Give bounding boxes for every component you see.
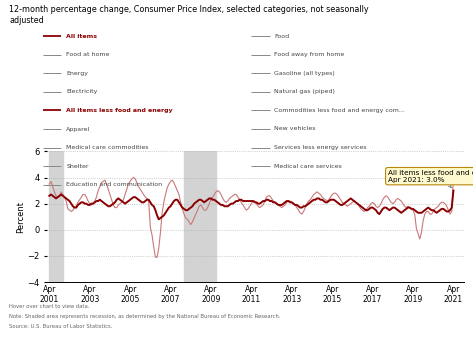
Text: Services less energy services: Services less energy services xyxy=(274,145,367,150)
Text: Food: Food xyxy=(274,34,289,39)
Text: Medical care commodities: Medical care commodities xyxy=(66,145,149,150)
Text: Hover over chart to view data.: Hover over chart to view data. xyxy=(9,304,90,310)
Text: Education and communication: Education and communication xyxy=(66,182,162,187)
Text: Note: Shaded area represents recession, as determined by the National Bureau of : Note: Shaded area represents recession, … xyxy=(9,314,281,319)
Text: New vehicles: New vehicles xyxy=(274,127,316,131)
Text: Source: U.S. Bureau of Labor Statistics.: Source: U.S. Bureau of Labor Statistics. xyxy=(9,324,113,329)
Text: Natural gas (piped): Natural gas (piped) xyxy=(274,89,335,94)
Bar xyxy=(49,151,63,282)
Text: Food away from home: Food away from home xyxy=(274,52,345,57)
Text: Medical care services: Medical care services xyxy=(274,164,342,169)
Text: All items: All items xyxy=(66,34,97,39)
Text: Commodities less food and energy com...: Commodities less food and energy com... xyxy=(274,108,405,113)
Text: 12-month percentage change, Consumer Price Index, selected categories, not seaso: 12-month percentage change, Consumer Pri… xyxy=(9,5,369,24)
Y-axis label: Percent: Percent xyxy=(16,201,25,233)
Text: Food at home: Food at home xyxy=(66,52,110,57)
Bar xyxy=(184,151,216,282)
Text: All items less food and energy: All items less food and energy xyxy=(66,108,173,113)
Text: All items less food and energy
Apr 2021: 3.0%: All items less food and energy Apr 2021:… xyxy=(388,170,473,188)
Text: Energy: Energy xyxy=(66,71,88,76)
Text: Gasoline (all types): Gasoline (all types) xyxy=(274,71,335,76)
Text: Electricity: Electricity xyxy=(66,89,97,94)
Text: Shelter: Shelter xyxy=(66,164,89,169)
Text: Apparel: Apparel xyxy=(66,127,90,131)
